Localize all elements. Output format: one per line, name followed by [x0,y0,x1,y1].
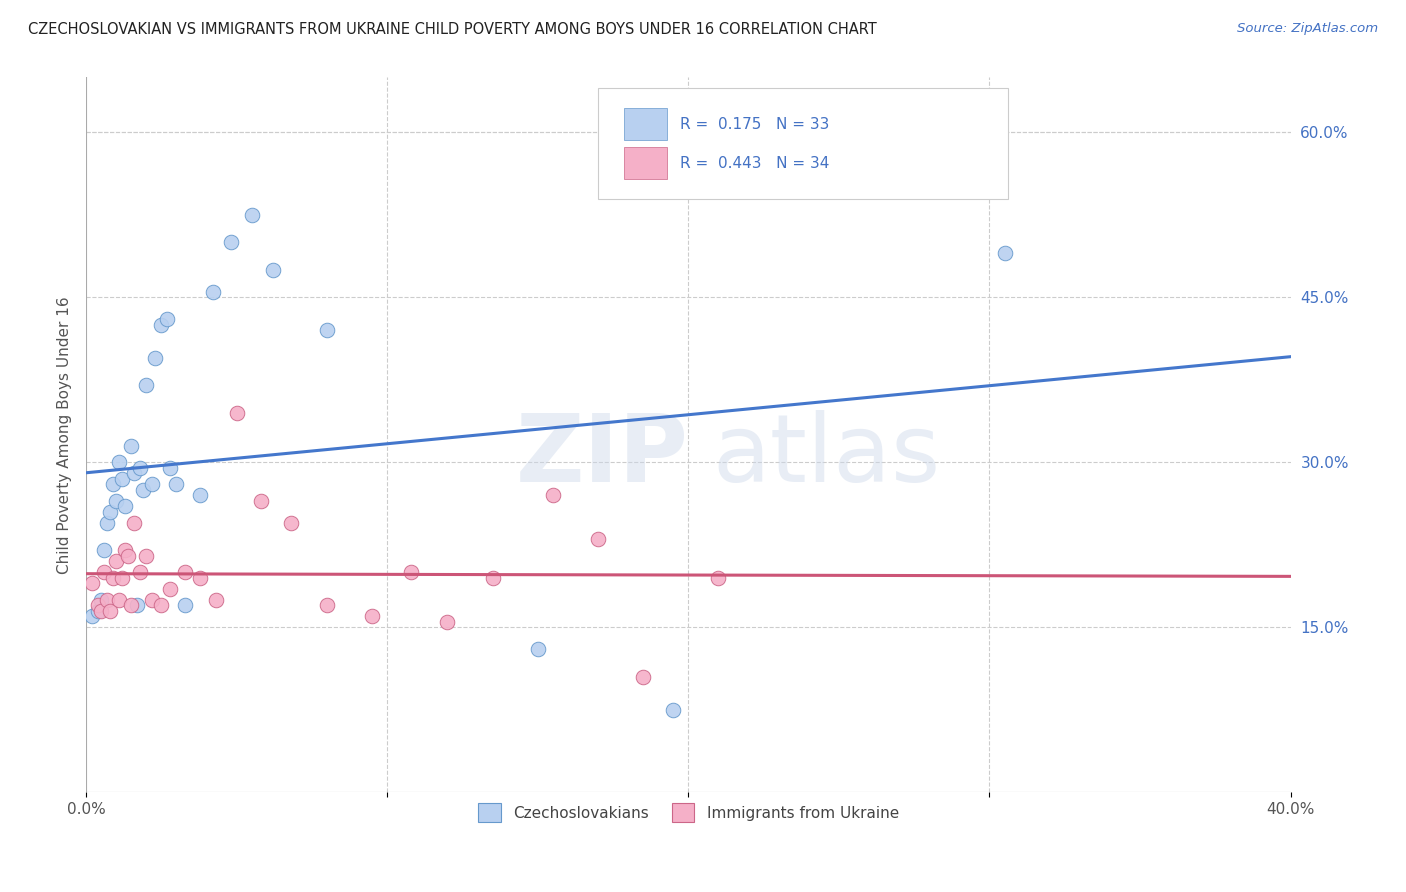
Point [98,505,121,519]
Point [135,378,157,392]
Point [90,592,112,607]
Point [526,642,548,657]
Point [262,262,284,277]
Point [108,455,131,469]
Point [135,549,157,563]
Point [631,669,654,683]
Point [90,604,112,618]
Point [201,285,224,299]
Point [132,483,155,497]
Point [156,312,179,326]
Point [541,488,564,502]
Point [141,592,163,607]
Text: R =  0.175   N = 33: R = 0.175 N = 33 [681,117,830,132]
Point [98,604,121,618]
Point [401,565,423,579]
Point [150,318,173,332]
Point [96,592,118,607]
Point [117,549,139,563]
Point [87,598,110,612]
Point [96,516,118,530]
Text: ZIP: ZIP [516,410,689,502]
Point [101,571,124,585]
Point [143,351,166,365]
Point [108,592,131,607]
Point [174,598,197,612]
Point [141,477,163,491]
Point [225,406,247,420]
Point [481,571,503,585]
Point [111,571,134,585]
Point [114,543,136,558]
Point [249,493,271,508]
Text: atlas: atlas [713,410,941,502]
Point [150,598,173,612]
Point [120,439,142,453]
Point [993,246,1015,260]
Point [120,598,142,612]
Point [174,565,197,579]
Point [316,598,339,612]
Point [101,477,124,491]
FancyBboxPatch shape [624,108,666,140]
Point [122,466,145,480]
Point [93,565,115,579]
Point [129,565,152,579]
Point [662,702,685,716]
Point [219,235,242,250]
Point [114,499,136,513]
Point [105,493,128,508]
Point [122,516,145,530]
Point [190,571,212,585]
FancyBboxPatch shape [598,88,1008,199]
Point [80,576,103,591]
Point [190,488,212,502]
Point [159,460,181,475]
Point [87,604,110,618]
Point [707,571,730,585]
FancyBboxPatch shape [624,147,666,179]
Point [93,543,115,558]
Text: CZECHOSLOVAKIAN VS IMMIGRANTS FROM UKRAINE CHILD POVERTY AMONG BOYS UNDER 16 COR: CZECHOSLOVAKIAN VS IMMIGRANTS FROM UKRAI… [28,22,877,37]
Text: R =  0.443   N = 34: R = 0.443 N = 34 [681,156,830,170]
Point [586,532,609,546]
Point [159,582,181,596]
Point [165,477,187,491]
Text: Source: ZipAtlas.com: Source: ZipAtlas.com [1237,22,1378,36]
Y-axis label: Child Poverty Among Boys Under 16: Child Poverty Among Boys Under 16 [58,296,72,574]
Point [129,460,152,475]
Point [436,615,458,629]
Point [240,208,263,222]
Point [111,472,134,486]
Point [204,592,226,607]
Point [127,598,149,612]
Point [105,554,128,568]
Point [280,516,302,530]
Legend: Czechoslovakians, Immigrants from Ukraine: Czechoslovakians, Immigrants from Ukrain… [465,791,911,834]
Point [316,323,339,337]
Point [361,609,384,624]
Point [80,609,103,624]
